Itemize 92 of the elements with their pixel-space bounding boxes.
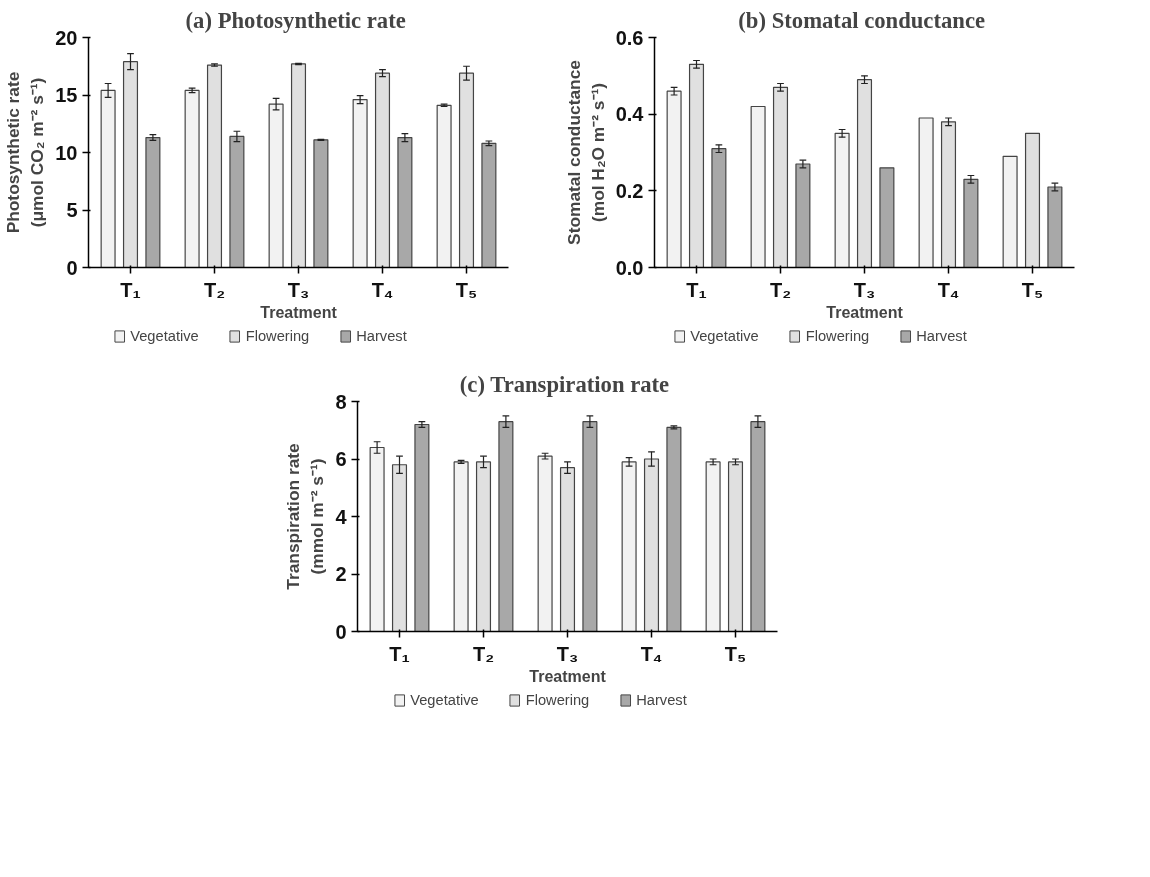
bar: [145, 136, 161, 268]
bar: [458, 72, 475, 268]
bar: [453, 461, 469, 632]
y-axis-title: Stomatal conductance (mol H₂O m⁻² s⁻¹): [563, 59, 608, 245]
chart-title: (a) Photosynthetic rate: [185, 7, 406, 33]
y-axis-title: Photosynthetic rate (μmol CO₂ m⁻² s⁻¹): [3, 71, 48, 234]
bar: [750, 421, 766, 632]
legend-label: Harvest: [356, 328, 407, 344]
x-tick-label: T₄: [371, 278, 394, 301]
y-tick-label: 5: [66, 199, 78, 221]
x-tick-label: T₅: [455, 278, 478, 301]
x-tick-label: T₄: [640, 642, 663, 665]
legend-label: Vegetative: [410, 692, 479, 708]
x-tick-label: T₁: [120, 278, 141, 301]
bar: [795, 163, 811, 268]
bar: [184, 89, 200, 268]
y-axis-title: Transpiration rate (mmol m⁻² s⁻¹): [283, 442, 328, 590]
bar: [856, 79, 873, 268]
x-tick-label: T₅: [1021, 278, 1044, 301]
legend-label: Vegetative: [690, 328, 759, 344]
x-tick-label: T₃: [556, 642, 579, 665]
x-tick-label: T₂: [472, 642, 495, 665]
chart-title: (c) Transpiration rate: [459, 371, 670, 397]
bar: [537, 455, 553, 632]
bar: [268, 103, 284, 268]
bar: [582, 421, 598, 632]
legend-label: Flowering: [525, 692, 590, 708]
bar: [711, 148, 727, 268]
y-tick-label: 10: [55, 141, 78, 164]
x-tick-label: T₄: [937, 278, 960, 301]
bar: [666, 90, 682, 268]
bar: [414, 423, 430, 632]
bar: [290, 63, 307, 268]
bar: [100, 89, 116, 268]
bar: [481, 142, 497, 268]
bar: [666, 426, 682, 632]
bar: [559, 467, 576, 632]
bar: [1024, 132, 1041, 268]
bar: [879, 167, 895, 268]
bar: [397, 136, 413, 268]
y-tick-label: 2: [335, 563, 347, 585]
bar: [122, 61, 139, 268]
y-tick-label: 0: [335, 620, 347, 643]
legend-label: Vegetative: [130, 328, 199, 344]
bar: [206, 64, 223, 268]
legend-label: Flowering: [805, 328, 870, 344]
bar: [621, 461, 637, 632]
bar: [834, 132, 850, 268]
bar: [436, 104, 452, 268]
bar: [727, 461, 744, 632]
y-tick-label: 0.4: [615, 103, 645, 126]
x-tick-label: T₃: [853, 278, 876, 301]
y-tick-label: 0.0: [615, 256, 644, 279]
legend-label: Harvest: [916, 328, 967, 344]
y-tick-label: 20: [55, 26, 78, 49]
y-tick-label: 8: [335, 390, 347, 413]
y-tick-label: 0.6: [615, 26, 644, 49]
bar: [772, 86, 789, 268]
x-axis-title: Treatment: [260, 303, 338, 321]
y-tick-label: 0: [66, 256, 78, 279]
bar: [688, 63, 705, 268]
bar: [369, 446, 385, 632]
bar: [229, 135, 245, 268]
bar: [918, 117, 934, 268]
y-tick-label: 6: [335, 448, 347, 470]
y-tick-label: 4: [335, 505, 348, 528]
bar: [374, 72, 391, 268]
bar: [963, 178, 979, 268]
x-tick-label: T₂: [203, 278, 226, 301]
chart-title: (b) Stomatal conductance: [738, 7, 986, 33]
legend-label: Harvest: [636, 692, 687, 708]
bar: [352, 99, 368, 268]
x-tick-label: T₁: [389, 642, 410, 665]
x-tick-label: T₁: [686, 278, 707, 301]
bar: [705, 461, 721, 632]
bar: [643, 458, 660, 632]
x-tick-label: T₃: [287, 278, 310, 301]
bar: [498, 421, 514, 632]
y-tick-label: 0.2: [615, 179, 644, 202]
x-axis-title: Treatment: [826, 303, 904, 321]
x-tick-label: T₂: [769, 278, 792, 301]
legend-label: Flowering: [245, 328, 310, 344]
y-tick-label: 15: [55, 84, 78, 106]
bar: [475, 461, 492, 632]
x-tick-label: T₅: [724, 642, 747, 665]
bar: [391, 464, 408, 632]
bar: [1047, 186, 1063, 268]
bar: [940, 121, 957, 268]
bar: [313, 139, 329, 268]
x-axis-title: Treatment: [529, 667, 607, 685]
bar: [750, 105, 766, 268]
bar: [1002, 155, 1018, 268]
